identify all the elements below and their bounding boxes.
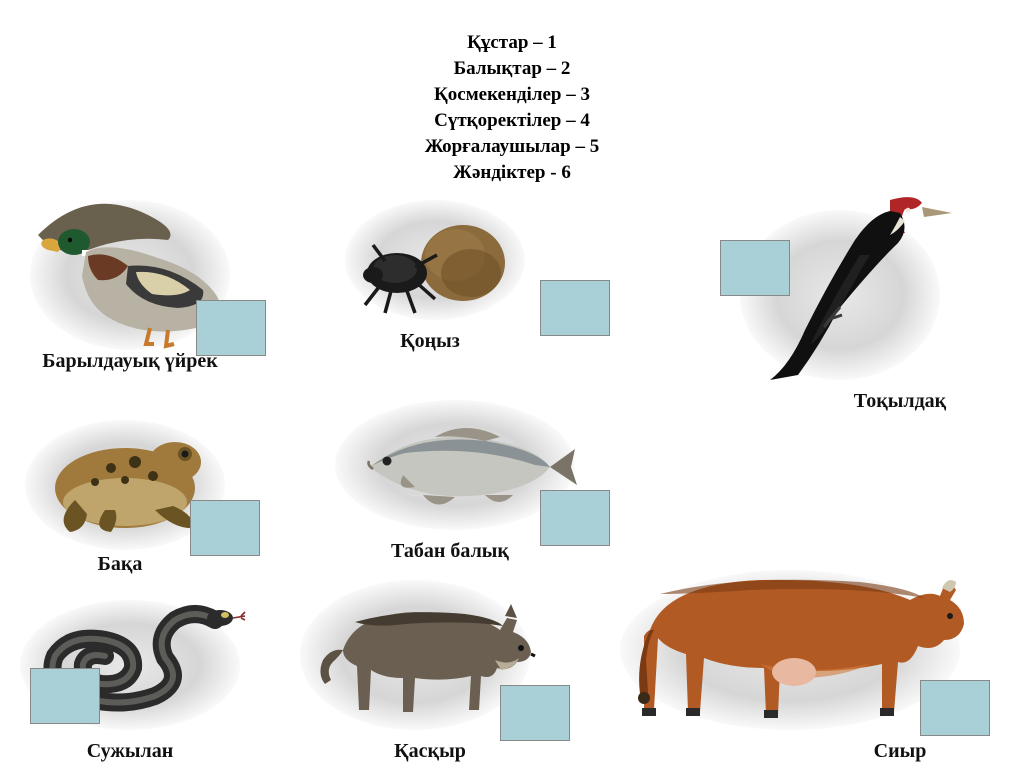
frog-answer-box[interactable] — [190, 500, 260, 556]
beetle-answer-box[interactable] — [540, 280, 610, 336]
woodpecker-answer-box[interactable] — [720, 240, 790, 296]
duck-label: Барылдауық үйрек — [0, 350, 260, 373]
snake-answer-box[interactable] — [30, 668, 100, 724]
cow-answer-box[interactable] — [920, 680, 990, 736]
cow-label: Сиыр — [840, 740, 960, 763]
wolf-answer-box[interactable] — [500, 685, 570, 741]
duck-answer-box[interactable] — [196, 300, 266, 356]
legend: Құстар – 1Балықтар – 2Қосмекенділер – 3С… — [0, 30, 1024, 186]
stage: Құстар – 1Балықтар – 2Қосмекенділер – 3С… — [0, 0, 1024, 768]
legend-line: Балықтар – 2 — [0, 56, 1024, 82]
frog-label: Бақа — [70, 553, 170, 576]
legend-line: Құстар – 1 — [0, 30, 1024, 56]
beetle-label: Қоңыз — [360, 330, 500, 353]
snake-label: Сужылан — [50, 740, 210, 763]
legend-line: Қосмекенділер – 3 — [0, 82, 1024, 108]
beetle-illustration — [345, 195, 525, 325]
wolf-label: Қасқыр — [360, 740, 500, 763]
fish-answer-box[interactable] — [540, 490, 610, 546]
legend-line: Сүтқоректілер – 4 — [0, 108, 1024, 134]
legend-line: Жорғалаушылар – 5 — [0, 134, 1024, 160]
woodpecker-label: Тоқылдақ — [810, 390, 990, 413]
